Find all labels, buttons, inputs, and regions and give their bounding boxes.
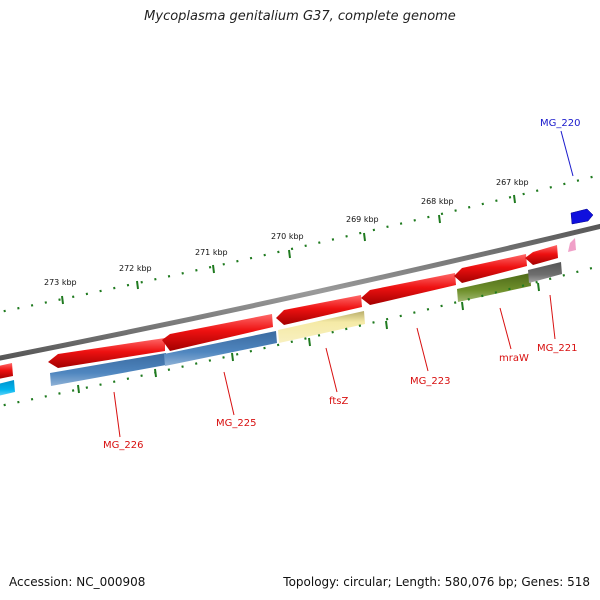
gene-label-mg225: MG_225 — [216, 418, 256, 429]
label-connectors — [113, 130, 574, 438]
inner-major-tick-2 — [154, 368, 157, 378]
major-tick-270 — [288, 249, 291, 259]
connector-ftsz — [325, 347, 338, 393]
gene-label-mg221: MG_221 — [537, 343, 577, 354]
inner-major-tick-1 — [77, 384, 80, 394]
inner-major-tick-4 — [308, 337, 311, 347]
inner-major-tick-5 — [385, 320, 388, 330]
cog-track — [0, 262, 562, 396]
cds-arrow-mg225 — [162, 314, 273, 351]
inner-major-tick-3 — [231, 352, 234, 362]
major-tick-271 — [212, 264, 215, 274]
cog-bar-left-edge — [0, 380, 15, 396]
cds-arrow-mg223 — [361, 273, 456, 305]
major-tick-268 — [438, 214, 441, 224]
cds-arrow-mraw — [454, 254, 527, 283]
gene-label-ftsz: ftsZ — [329, 396, 348, 407]
cds-arrow-mg220 — [570, 208, 594, 225]
cds-track — [0, 245, 558, 379]
connector-mg221 — [549, 294, 556, 340]
kbp-label-268: 268 kbp — [421, 197, 454, 206]
genome-stats-text: Topology: circular; Length: 580,076 bp; … — [283, 575, 590, 589]
gene-label-mg223: MG_223 — [410, 376, 450, 387]
cds-arrow-left-edge — [0, 363, 13, 379]
pink-feature-marker — [568, 238, 576, 252]
kbp-label-267: 267 kbp — [496, 178, 529, 187]
inner-tick-ruler — [0, 264, 600, 408]
kbp-label-270: 270 kbp — [271, 232, 304, 241]
connector-mraw — [499, 307, 512, 350]
connector-mg225 — [223, 371, 235, 416]
kbp-label-269: 269 kbp — [346, 215, 379, 224]
gene-label-mg226: MG_226 — [103, 440, 143, 451]
kbp-label-271: 271 kbp — [195, 248, 228, 257]
major-tick-273 — [61, 295, 64, 305]
kbp-label-272: 272 kbp — [119, 264, 152, 273]
outer-tick-ruler — [0, 173, 600, 314]
outer-ruler-ticks — [0, 173, 600, 314]
gene-label-mraw: mraW — [499, 353, 529, 364]
major-tick-269 — [363, 232, 366, 242]
gene-labels: MG_226 MG_225 ftsZ MG_223 mraW MG_221 MG… — [103, 118, 580, 451]
genome-backbone — [0, 223, 600, 361]
major-tick-267 — [513, 194, 516, 204]
cds-arrow-ftsz — [276, 295, 362, 325]
cds-arrow-mg221 — [525, 245, 558, 265]
kbp-label-273: 273 kbp — [44, 278, 77, 287]
cog-bar-ftsz — [278, 311, 365, 343]
cog-bar-mraw — [457, 273, 531, 302]
connector-mg223 — [416, 327, 429, 372]
connector-mg220 — [560, 130, 574, 177]
gene-label-mg220: MG_220 — [540, 118, 580, 129]
cds-arrow-mg226 — [48, 338, 165, 368]
cog-bar-mg225 — [164, 331, 277, 366]
cog-bar-mg221 — [528, 262, 562, 283]
cog-bar-mg226 — [50, 353, 166, 386]
map-title: Mycoplasma genitalium G37, complete geno… — [144, 9, 456, 24]
connector-mg226 — [113, 391, 121, 438]
accession-text: Accession: NC_000908 — [9, 575, 146, 589]
inner-major-tick-6 — [461, 301, 464, 311]
major-tick-272 — [136, 280, 139, 290]
kbp-labels: 273 kbp 272 kbp 271 kbp 270 kbp 269 kbp … — [44, 178, 529, 287]
inner-major-tick-7 — [537, 282, 540, 292]
